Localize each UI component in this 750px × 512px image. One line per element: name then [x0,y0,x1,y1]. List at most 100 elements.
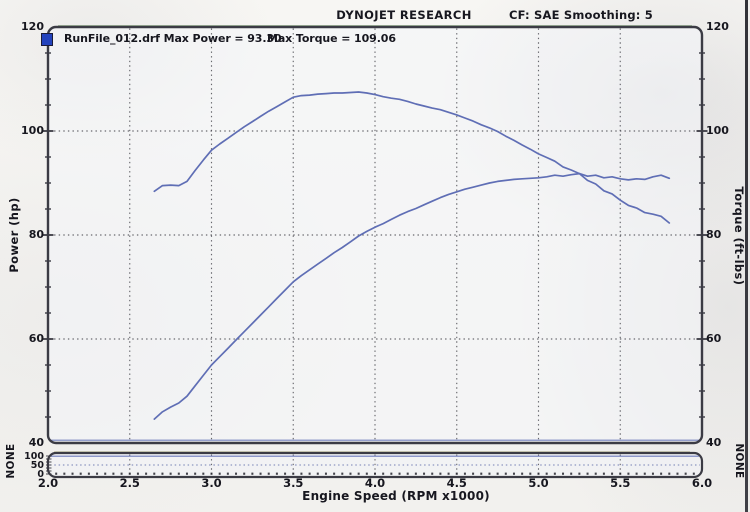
aux-xaxis-minor-dot [145,472,148,475]
chart-title: DYNOJET RESEARCH [336,8,472,22]
aux-xaxis-minor-dot [692,472,695,475]
aux-xaxis-minor-dot [292,472,295,475]
aux-xaxis-minor-dot [324,472,327,475]
aux-xaxis-minor-dot [423,472,426,475]
aux-xaxis-minor-dot [553,472,556,475]
aux-xaxis-minor-dot [406,472,409,475]
x-tick-label: 4.5 [446,476,467,490]
aux-panel-area [48,453,702,477]
x-axis-title: Engine Speed (RPM x1000) [302,489,490,503]
aux-xaxis-minor-dot [259,472,262,475]
aux-xaxis-minor-dot [578,472,581,475]
aux-xaxis-minor-dot [382,472,385,475]
aux-xaxis-minor-dot [643,472,646,475]
aux-xaxis-minor-dot [71,472,74,475]
aux-xaxis-minor-dot [651,472,654,475]
legend-run-label: RunFile_012.drf Max Power = 93.30 [64,32,282,45]
power-curve [153,172,671,420]
aux-xaxis-minor-dot [374,472,376,475]
aux-xaxis-minor-dot [512,472,515,475]
aux-xaxis-minor-dot [668,472,671,475]
aux-xaxis-minor-dot [226,472,229,475]
aux-xaxis-minor-dot [333,472,336,475]
y-tick-label-right: 100 [706,124,729,137]
aux-xaxis-minor-dot [96,472,99,475]
aux-xaxis-minor-dot [431,472,434,475]
aux-xaxis-minor-dot [447,472,450,475]
aux-xaxis-minor-dot [488,472,491,475]
aux-xaxis-minor-dot [63,472,66,475]
aux-xaxis-minor-dot [537,472,540,475]
aux-xaxis-minor-dot [545,472,548,475]
aux-xaxis-minor-dot [251,472,254,475]
aux-xaxis-minor-dot [463,472,466,475]
main-plot-border [46,25,704,445]
x-tick-label: 5.0 [528,476,549,490]
aux-xaxis-minor-dot [218,472,221,475]
x-tick-label: 2.5 [119,476,140,490]
aux-xaxis-minor-dot [365,472,368,475]
aux-xaxis-minor-dot [627,472,630,475]
aux-xaxis-minor-dot [284,472,287,475]
legend-max-torque-label: Max Torque = 109.06 [267,32,396,45]
aux-xaxis-minor-dot [275,472,278,475]
aux-xaxis-minor-dot [349,472,352,475]
aux-xaxis-minor-dot [185,472,188,475]
legend-run-swatch [41,33,53,46]
aux-xaxis-minor-dot [619,472,622,475]
aux-xaxis-minor-dot [660,472,663,475]
aux-xaxis-minor-dot [496,472,499,475]
aux-xaxis-minor-dot [235,472,238,475]
aux-xaxis-minor-dot [267,472,270,475]
y-tick-label-left: 40 [28,436,44,449]
aux-xaxis-minor-dot [79,472,82,475]
aux-xaxis-minor-dot [635,472,638,475]
aux-xaxis-minor-dot [390,472,393,475]
aux-xaxis-minor-dot [357,472,360,475]
aux-xaxis-minor-dot [586,472,589,475]
aux-xaxis-minor-dot [308,472,311,475]
aux-xaxis-minor-dot [161,472,164,475]
aux-xaxis-minor-dot [529,472,532,475]
aux-xaxis-minor-dot [169,472,172,475]
x-tick-label: 3.5 [283,476,304,490]
aux-xaxis-minor-dot [316,472,319,475]
y-tick-label-right: 80 [706,228,722,241]
aux-tick-label: 0 [37,468,44,480]
aux-xaxis-minor-dot [611,472,614,475]
y-tick-label-left: 60 [28,332,44,345]
aux-xaxis-minor-dot [504,472,507,475]
y-tick-label-right: 40 [706,436,722,449]
aux-xaxis-minor-dot [521,472,524,475]
x-tick-label: 5.5 [610,476,631,490]
aux-xaxis-minor-dot [676,472,679,475]
aux-xaxis-minor-dot [210,472,213,475]
aux-xaxis-minor-dot [570,472,573,475]
aux-xaxis-minor-dot [128,472,131,475]
aux-xaxis-minor-dot [202,472,205,475]
aux-xaxis-minor-dot [177,472,180,475]
aux-xaxis-minor-dot [300,472,303,475]
aux-xaxis-minor-dot [87,472,90,475]
aux-xaxis-minor-dot [472,472,475,475]
y-tick-label-left: 120 [21,20,44,33]
x-tick-label: 6.0 [691,476,713,490]
aux-xaxis-minor-dot [243,472,246,475]
aux-xaxis-minor-dot [480,472,483,475]
y-tick-label-left: 80 [28,228,44,241]
x-tick-label: 2.0 [37,476,59,490]
plot-area [48,27,702,443]
y-tick-label-right: 60 [706,332,722,345]
aux-xaxis-minor-dot [414,472,417,475]
aux-xaxis-minor-dot [602,472,605,475]
aux-xaxis-minor-dot [120,472,123,475]
aux-panel-border [46,451,704,479]
aux-tick-label: 50 [30,459,44,471]
aux-xaxis-minor-dot [194,472,197,475]
aux-tick-label: 100 [24,450,44,462]
aux-xaxis-minor-dot [112,472,115,475]
aux-xaxis-minor-dot [136,472,139,475]
aux-xaxis-minor-dot [55,472,58,475]
